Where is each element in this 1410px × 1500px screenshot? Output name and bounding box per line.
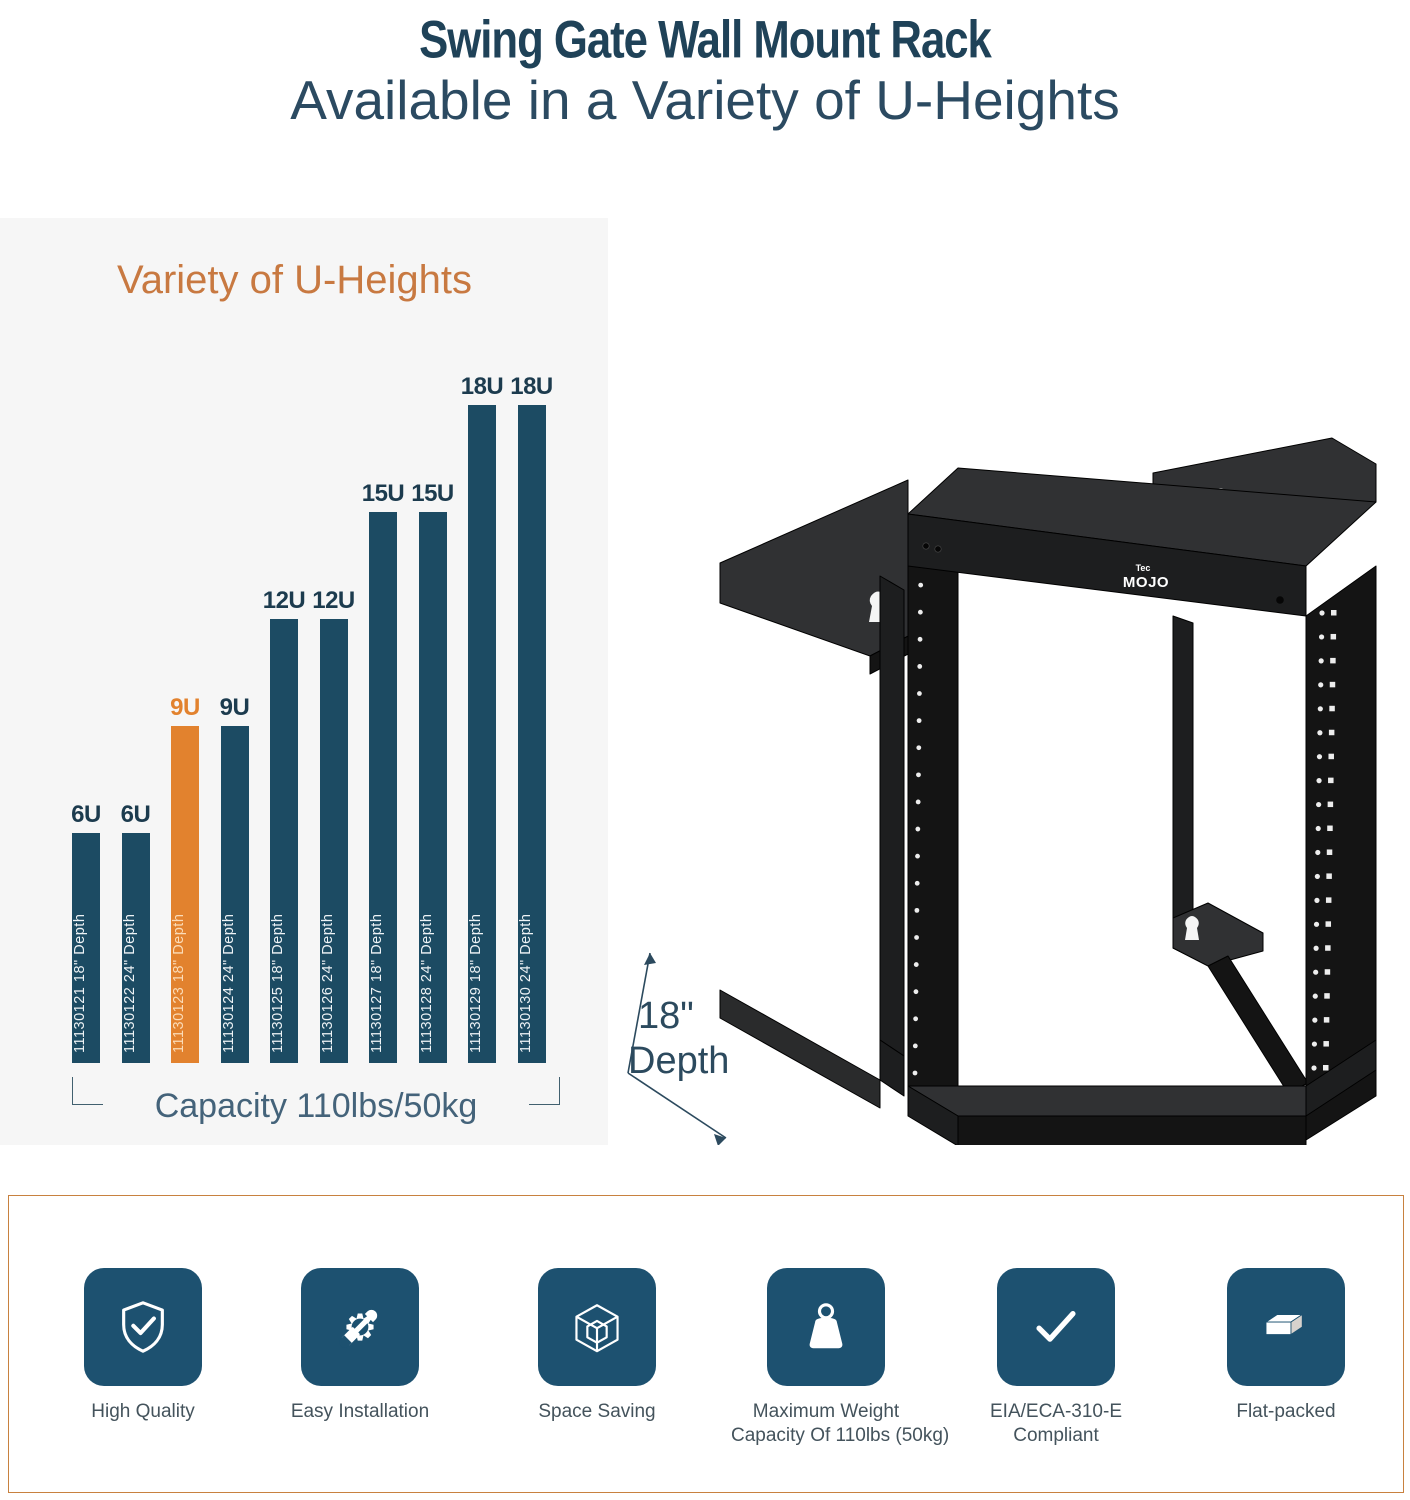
svg-text:18": 18" — [638, 995, 694, 1037]
svg-text:MOJO: MOJO — [1123, 574, 1169, 591]
svg-text:Tec: Tec — [1136, 563, 1151, 573]
svg-text:Depth: Depth — [628, 1040, 729, 1082]
